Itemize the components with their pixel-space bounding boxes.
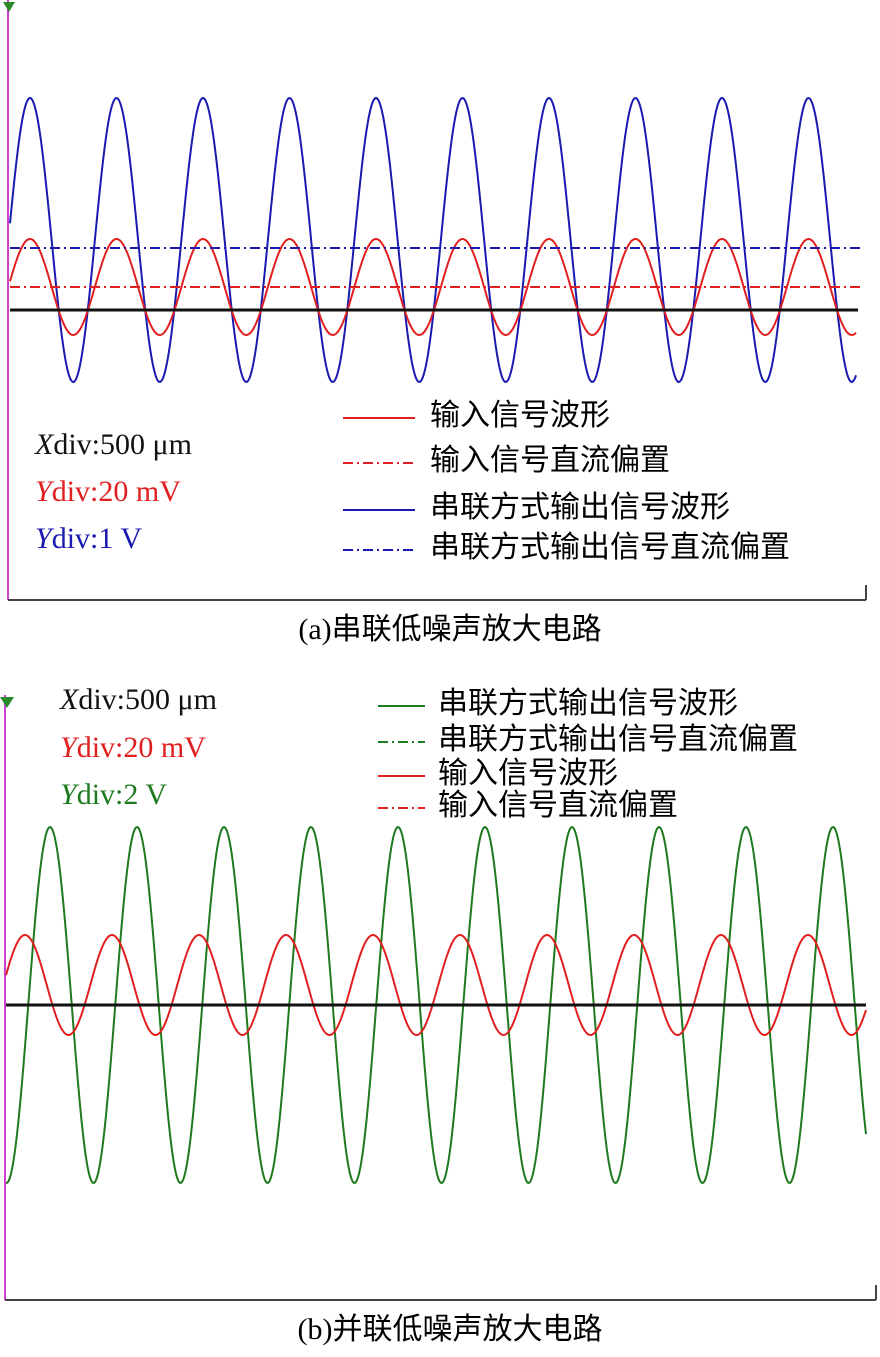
marker: [0, 697, 14, 708]
legend-label: 输入信号波形: [430, 399, 610, 432]
waveform: [5, 933, 867, 1036]
scale-var: Y: [60, 778, 80, 811]
waveform: [9, 96, 857, 384]
scale-value: div:1 V: [52, 522, 143, 555]
scale-label: Xdiv:500 μm: [59, 683, 217, 716]
scale-value: div:500 μm: [53, 428, 192, 461]
scale-var: Y: [35, 475, 55, 508]
scale-label: Ydiv:1 V: [35, 522, 142, 555]
scale-label: Xdiv:500 μm: [34, 428, 192, 461]
legend-label: 串联方式输出信号波形: [438, 687, 738, 720]
legend-label: 串联方式输出信号波形: [430, 491, 730, 524]
waveform: [9, 237, 857, 337]
scale-var: X: [34, 428, 55, 461]
marker: [3, 2, 15, 12]
scale-var: Y: [60, 731, 80, 764]
scale-value: div:20 mV: [52, 475, 182, 508]
legend-label: 串联方式输出信号直流偏置: [430, 531, 790, 564]
scale-value: div:20 mV: [77, 731, 207, 764]
legend-label: 串联方式输出信号直流偏置: [438, 723, 798, 756]
scale-label: Ydiv:20 mV: [35, 475, 181, 508]
legend-label: 输入信号波形: [438, 757, 618, 790]
scale-label: Ydiv:20 mV: [60, 731, 206, 764]
scale-value: div:2 V: [77, 778, 168, 811]
legend-label: 输入信号直流偏置: [438, 789, 678, 822]
caption: (b)并联低噪声放大电路: [298, 1313, 603, 1346]
scale-var: Y: [35, 522, 55, 555]
scale-value: div:500 μm: [78, 683, 217, 716]
scale-var: X: [59, 683, 80, 716]
scale-label: Ydiv:2 V: [60, 778, 167, 811]
legend-label: 输入信号直流偏置: [430, 444, 670, 477]
waveform: [6, 825, 867, 1184]
caption: (a)串联低噪声放大电路: [298, 613, 601, 646]
